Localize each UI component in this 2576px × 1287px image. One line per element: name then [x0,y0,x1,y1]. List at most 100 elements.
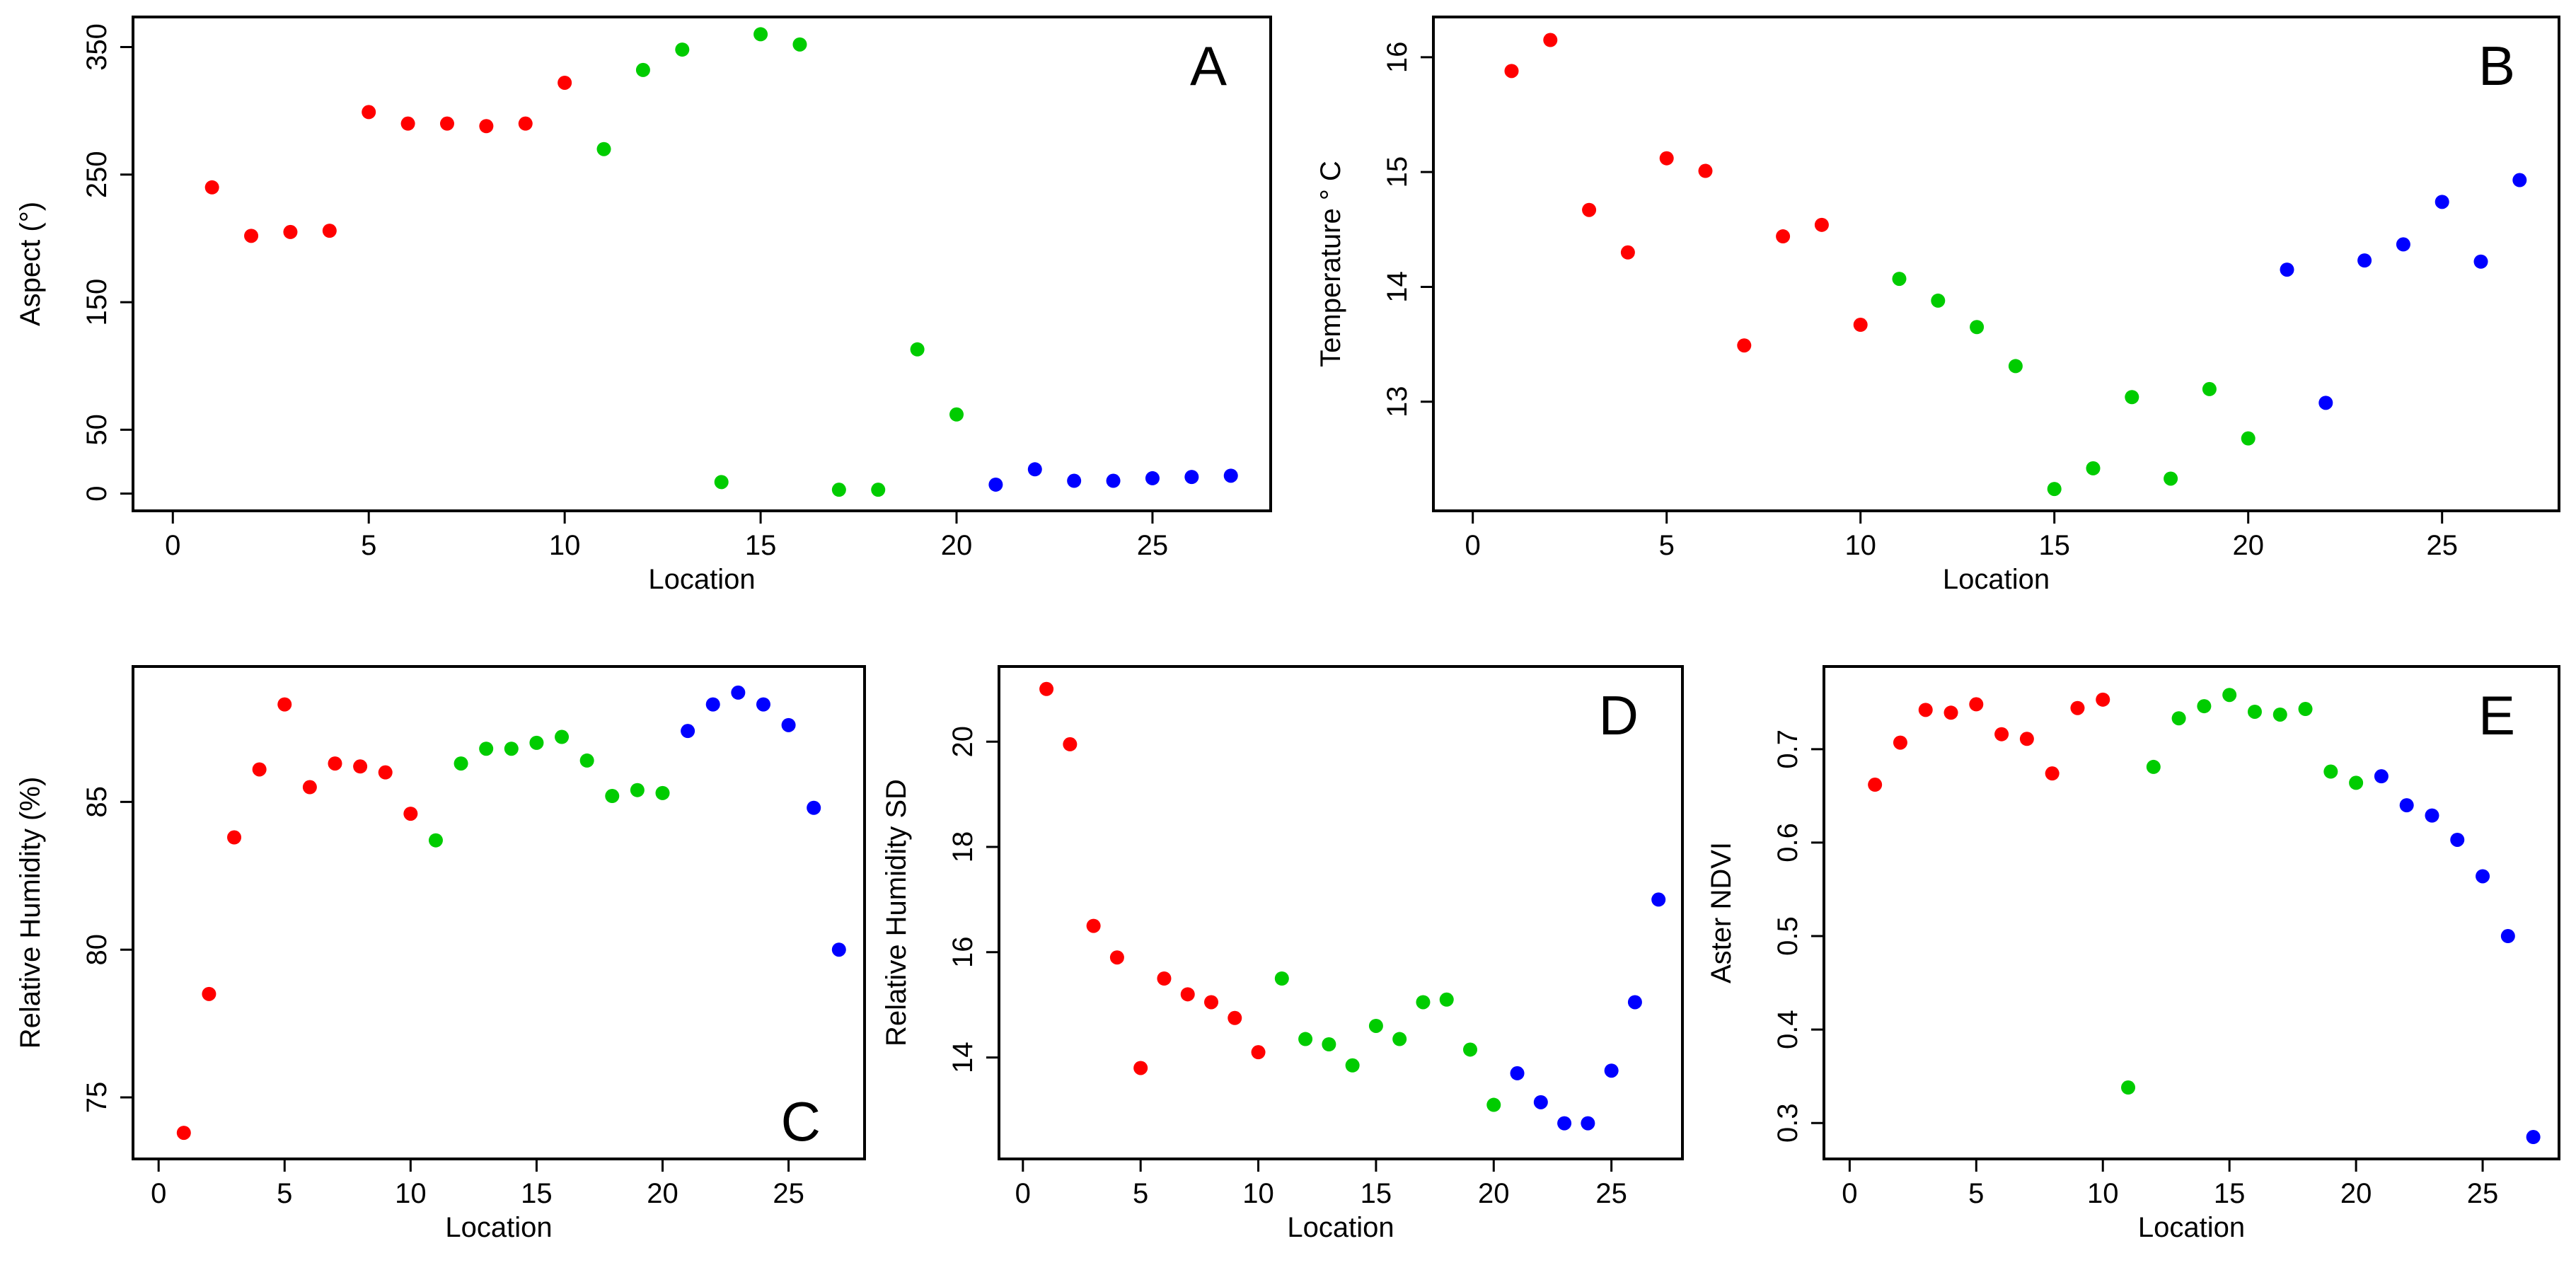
x-tick-label-b: 10 [1844,530,1876,561]
y-tick-label-d: 20 [947,726,978,758]
data-point-b-17 [2125,390,2139,405]
y-axis-title-b: Temperature ° C [1315,161,1346,367]
data-point-d-18 [1439,992,1454,1007]
data-point-a-5 [362,105,376,120]
data-point-a-13 [675,42,690,57]
data-point-d-25 [1604,1063,1619,1078]
data-point-c-2 [202,986,216,1001]
data-point-c-12 [454,756,468,771]
panel-d: 0 5 10 15 20 25 14 16 18 20 Location Relative Humid… [881,665,1684,1243]
y-tick-label-b: 15 [1382,156,1413,188]
data-point-c-16 [555,729,570,744]
data-point-b-20 [2241,431,2256,446]
data-point-d-10 [1251,1045,1266,1060]
data-point-e-11 [2121,1080,2136,1095]
plot-frame-a [132,16,1272,512]
x-tick-label-e: 15 [2214,1178,2246,1209]
data-point-c-1 [176,1126,191,1141]
data-point-b-14 [2008,359,2023,374]
data-point-a-4 [322,224,337,238]
plot-frame-b [1432,16,2560,512]
y-tick-label-a: 150 [81,279,112,326]
data-point-d-23 [1557,1116,1572,1131]
data-point-b-25 [2435,195,2449,209]
data-point-a-16 [792,37,807,52]
y-axis-title-d: Relative Humidity SD [881,779,912,1046]
data-point-e-23 [2425,808,2439,823]
data-point-d-27 [1651,892,1666,907]
data-point-c-6 [302,780,317,795]
data-point-a-11 [596,142,611,156]
x-axis-title-d: Location [1287,1212,1394,1243]
y-tick-label-e: 0.6 [1772,823,1803,862]
data-point-b-12 [1931,293,1946,308]
x-tick-label-d: 0 [1015,1178,1031,1209]
data-point-d-17 [1416,995,1431,1010]
data-point-c-19 [630,783,645,797]
data-point-e-20 [2349,775,2364,790]
data-point-e-22 [2399,798,2414,813]
x-axis-title-e: Location [2138,1212,2245,1243]
data-point-e-12 [2146,759,2161,774]
data-point-b-15 [2047,482,2062,497]
data-point-e-7 [2019,732,2034,746]
data-point-a-10 [558,75,572,90]
data-point-c-13 [479,741,494,756]
y-tick-label-e: 0.3 [1772,1103,1803,1143]
data-point-b-1 [1504,64,1519,79]
data-point-d-3 [1086,918,1101,933]
x-tick-label-a: 5 [361,530,376,561]
data-point-e-27 [2526,1130,2541,1145]
data-point-b-11 [1892,272,1907,287]
data-point-a-9 [518,116,533,131]
data-point-b-16 [2086,461,2101,475]
data-point-d-13 [1322,1037,1336,1051]
x-tick-label-e: 25 [2467,1178,2499,1209]
data-point-b-9 [1814,217,1829,232]
data-point-a-17 [831,483,846,497]
data-point-a-3 [283,224,298,239]
plot-frame-c [132,665,866,1160]
data-point-b-8 [1776,229,1791,244]
data-point-d-2 [1063,737,1078,751]
plot-frame-d [998,665,1684,1160]
data-point-d-21 [1510,1066,1525,1080]
y-tick-label-c: 75 [81,1082,112,1114]
data-point-e-19 [2323,764,2338,779]
data-point-a-27 [1223,468,1238,483]
data-point-d-15 [1368,1018,1383,1033]
data-point-e-1 [1868,778,1883,792]
data-point-b-10 [1853,318,1868,333]
panel-label-a: A [1190,35,1227,97]
data-point-b-19 [2202,381,2217,396]
data-point-e-2 [1893,735,1907,750]
data-point-e-24 [2450,832,2465,847]
y-tick-label-e: 0.4 [1772,1010,1803,1049]
data-point-c-24 [756,697,770,712]
x-tick-label-e: 10 [2087,1178,2119,1209]
x-tick-label-d: 5 [1133,1178,1148,1209]
data-point-c-7 [328,756,342,771]
y-tick-label-e: 0.5 [1772,916,1803,956]
data-point-c-15 [529,735,544,750]
x-tick-label-c: 10 [395,1178,427,1209]
y-tick-label-e: 0.7 [1772,729,1803,769]
data-point-e-5 [1969,697,1984,712]
data-point-a-14 [714,475,729,490]
data-point-b-23 [2357,253,2372,268]
y-axis-title-e: Aster NDVI [1706,842,1737,983]
data-point-d-8 [1203,995,1218,1010]
data-point-a-19 [910,342,925,357]
data-point-d-22 [1533,1095,1548,1109]
x-tick-label-e: 0 [1842,1178,1857,1209]
data-point-c-14 [504,741,519,756]
x-tick-label-c: 25 [773,1178,804,1209]
data-point-c-23 [731,685,746,700]
data-point-a-12 [635,62,650,77]
data-point-e-8 [2045,766,2060,781]
data-point-d-5 [1133,1061,1148,1075]
x-axis-title-c: Location [445,1212,552,1243]
data-point-a-25 [1145,471,1160,485]
data-point-e-25 [2476,869,2490,884]
